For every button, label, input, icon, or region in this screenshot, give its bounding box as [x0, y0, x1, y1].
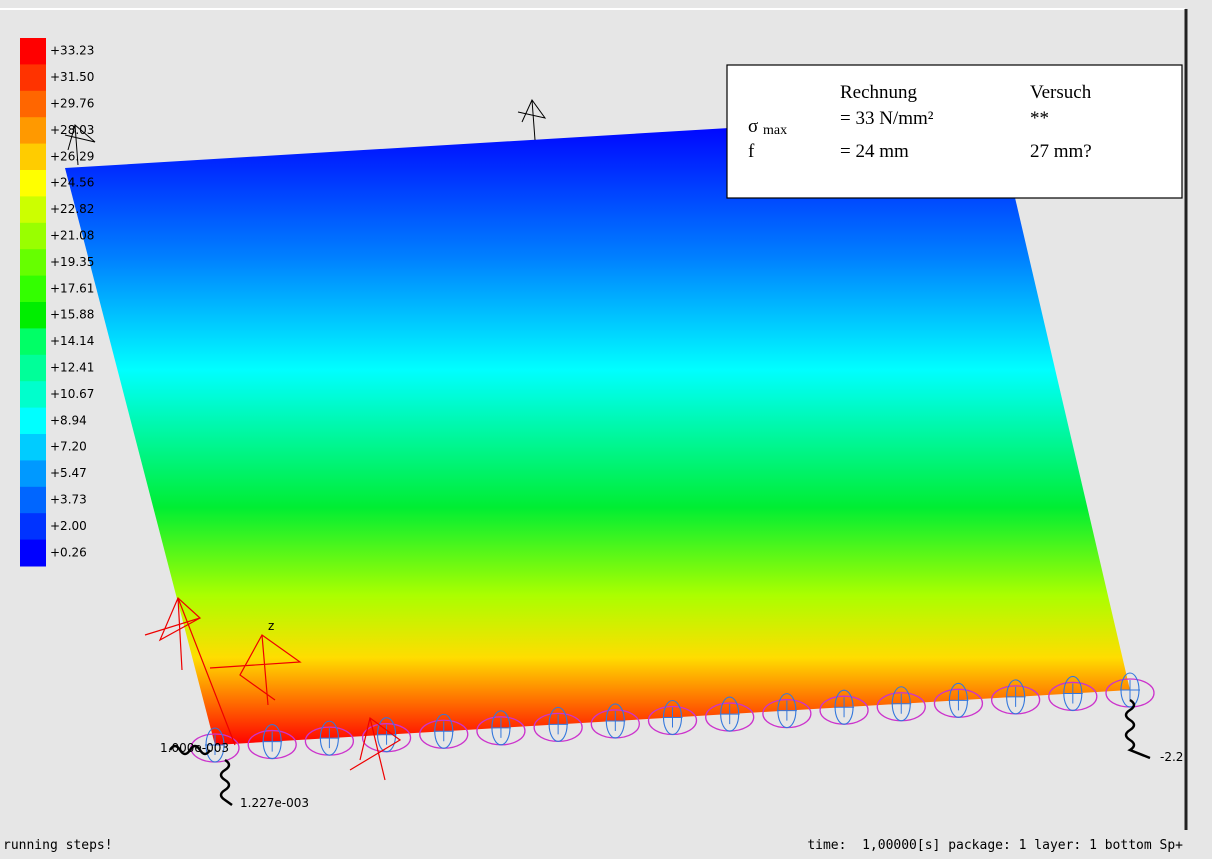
legend-swatch — [20, 434, 46, 461]
legend-label: +24.56 — [50, 176, 94, 190]
legend-swatch — [20, 223, 46, 250]
legend-swatch — [20, 249, 46, 276]
legend-swatch — [20, 302, 46, 329]
legend-swatch — [20, 513, 46, 540]
legend-swatch — [20, 540, 46, 567]
legend-label: +29.76 — [50, 97, 94, 111]
legend-swatch — [20, 355, 46, 382]
node-label: 1.227e-003 — [240, 796, 309, 810]
legend-label: +5.47 — [50, 466, 87, 480]
info-box — [727, 65, 1182, 198]
row-subscript: max — [763, 123, 787, 138]
legend-label: +33.23 — [50, 44, 94, 58]
header-test: Versuch — [1030, 82, 1092, 103]
legend-swatch — [20, 117, 46, 144]
legend-swatch — [20, 381, 46, 408]
legend-label: +26.29 — [50, 149, 94, 163]
legend-label: +31.50 — [50, 70, 94, 84]
row-symbol: σ — [748, 116, 758, 137]
viewport: +33.23 +31.50 +29.76 +28.03 +26.29 +24.56 +22.… — [0, 0, 1212, 859]
plate — [65, 112, 1130, 745]
legend-label: +7.20 — [50, 440, 87, 454]
legend-swatch — [20, 91, 46, 118]
legend-label: +19.35 — [50, 255, 94, 269]
legend-label: +22.82 — [50, 202, 94, 216]
legend-swatch — [20, 38, 46, 65]
row-test: ** — [1030, 108, 1049, 129]
row-test: 27 mm? — [1030, 141, 1092, 162]
axis-label: z — [268, 619, 274, 633]
status-right: time: 1,00000[s] package: 1 layer: 1 bot… — [807, 838, 1183, 853]
legend-label: +10.67 — [50, 387, 94, 401]
row-calc: = 33 N/mm² — [840, 108, 934, 129]
legend-label: +0.26 — [50, 545, 87, 559]
legend-label: +14.14 — [50, 334, 94, 348]
legend-swatch — [20, 170, 46, 197]
node-label: -2.2 — [1160, 750, 1183, 764]
legend-swatch — [20, 487, 46, 514]
legend-swatch — [20, 144, 46, 171]
legend-swatch — [20, 64, 46, 91]
legend-label: +3.73 — [50, 493, 87, 507]
header-calc: Rechnung — [840, 82, 918, 103]
node-label: 1.000e-003 — [160, 741, 229, 755]
legend-label: +2.00 — [50, 519, 87, 533]
legend-swatch — [20, 196, 46, 223]
legend-label: +28.03 — [50, 123, 94, 137]
legend-label: +8.94 — [50, 413, 87, 427]
legend-label: +15.88 — [50, 308, 94, 322]
row-symbol: f — [748, 141, 755, 162]
legend-swatch — [20, 276, 46, 303]
legend-label: +21.08 — [50, 229, 94, 243]
legend-swatch — [20, 328, 46, 355]
legend-label: +12.41 — [50, 361, 94, 375]
row-calc: = 24 mm — [840, 141, 909, 162]
status-left: running steps! — [3, 838, 113, 853]
legend-swatch — [20, 408, 46, 435]
legend-label: +17.61 — [50, 281, 94, 295]
legend-swatch — [20, 460, 46, 487]
